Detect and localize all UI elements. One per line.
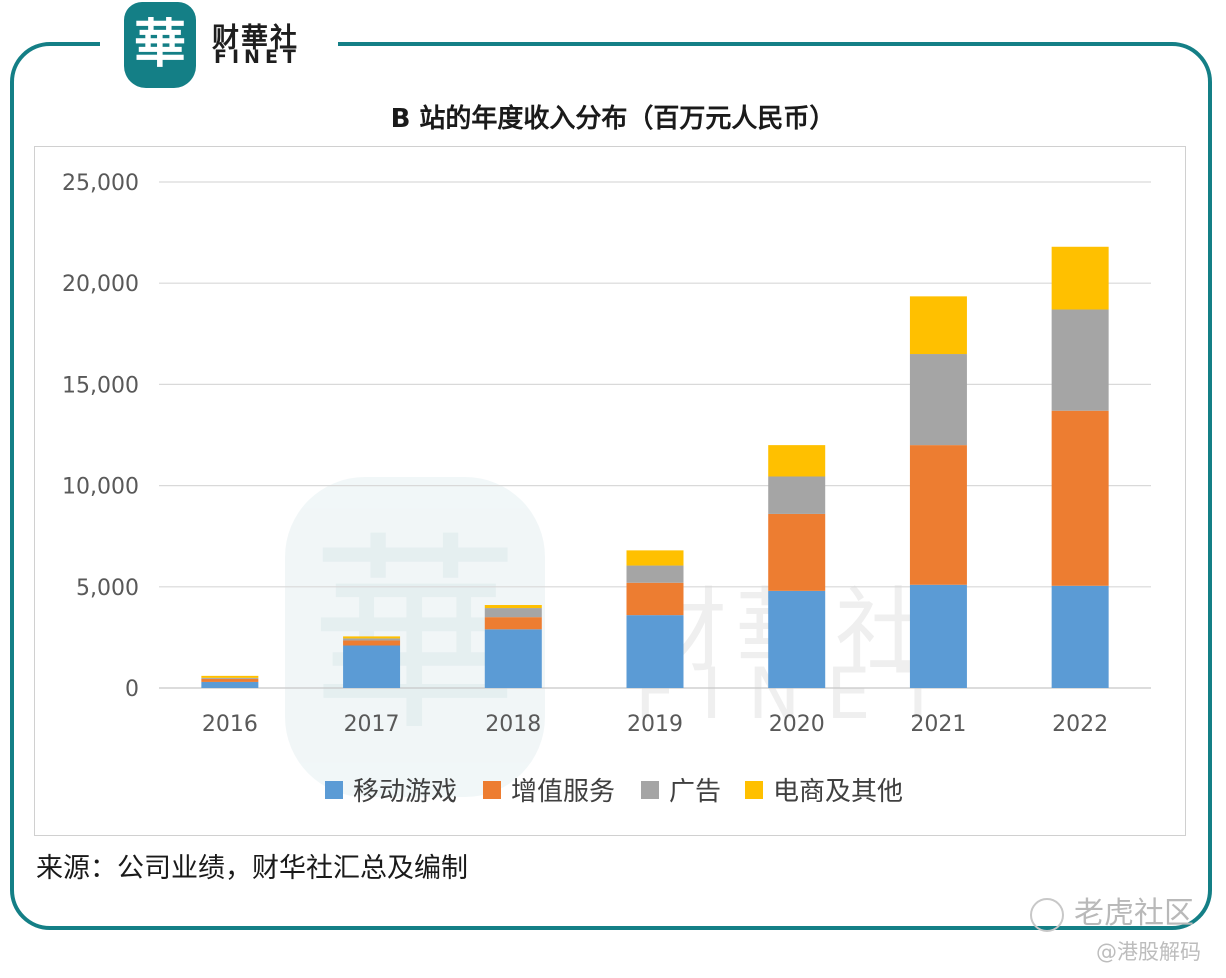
bar-segment [201, 681, 259, 688]
bar-segment [484, 608, 542, 618]
card-frame [10, 42, 1212, 930]
bar-segment [626, 550, 684, 566]
bar-segment [626, 565, 684, 583]
legend-label: 广告 [669, 777, 721, 807]
legend-swatch [641, 781, 659, 799]
y-tick-label: 25,000 [62, 171, 139, 196]
stacked-bar-chart: 0 5,000 10,000 15,000 20,000 25,000 2016 2017 20… [62, 171, 1151, 807]
bar-segment [626, 615, 684, 688]
y-tick-label: 10,000 [62, 475, 139, 500]
x-tick-label: 2022 [1052, 712, 1108, 737]
bar-segment [1051, 585, 1109, 688]
bar-segment [909, 584, 967, 688]
watermark-author: @港股解码 [1096, 940, 1201, 964]
bar-segment [768, 445, 826, 477]
bar-segment [768, 513, 826, 591]
bar-segment [909, 354, 967, 446]
bar-segment [343, 645, 401, 688]
watermark-community-text: 老虎社区 [1074, 896, 1194, 931]
x-tick-label: 2019 [627, 712, 683, 737]
bar-segment [1051, 246, 1109, 310]
source-note: 来源：公司业绩，财华社汇总及编制 [36, 853, 468, 884]
watermark-logo-icon [1030, 897, 1064, 932]
bar-segment [909, 445, 967, 585]
y-tick-label: 15,000 [62, 373, 139, 398]
legend-swatch [483, 781, 501, 799]
y-tick-label: 20,000 [62, 272, 139, 297]
legend-label: 增值服务 [511, 777, 615, 807]
x-tick-label: 2017 [344, 712, 400, 737]
y-tick-label: 0 [125, 677, 139, 702]
x-tick-label: 2018 [485, 712, 541, 737]
brand-name-cn: 财華社 [212, 23, 299, 54]
bar-segment [201, 678, 259, 682]
bar-segment [343, 640, 401, 646]
chart-title: B 站的年度收入分布（百万元人民币） [390, 104, 836, 134]
bar-segment [201, 675, 259, 678]
bar-segment [768, 476, 826, 514]
legend-swatch [745, 781, 763, 799]
bar-segment [343, 638, 401, 641]
legend-swatch [325, 781, 343, 799]
bar-segment [484, 605, 542, 609]
x-tick-label: 2021 [910, 712, 966, 737]
bar-segment [768, 590, 826, 688]
brand-name-en: FINET [214, 46, 301, 68]
x-tick-label: 2020 [769, 712, 825, 737]
y-tick-label: 5,000 [76, 576, 139, 601]
legend-label: 电商及其他 [773, 777, 903, 807]
x-tick-label: 2016 [202, 712, 258, 737]
bar-segment [201, 677, 259, 679]
bar-segment [909, 296, 967, 355]
bar-segment [343, 636, 401, 639]
bar-segment [484, 617, 542, 630]
brand-logo: 華 财華社 FINET [100, 0, 338, 88]
bar-segment [626, 582, 684, 616]
bar-segment [1051, 309, 1109, 411]
bar-segment [1051, 410, 1109, 586]
bar-segment [484, 629, 542, 688]
watermark-community: 老虎社区 [1030, 888, 1194, 932]
legend-label: 移动游戏 [353, 777, 457, 807]
brand-seal-icon: 華 [124, 2, 196, 88]
chart-area: 華 财華社 FINET 05,00010,00015,00020,00025,0… [34, 146, 1186, 836]
